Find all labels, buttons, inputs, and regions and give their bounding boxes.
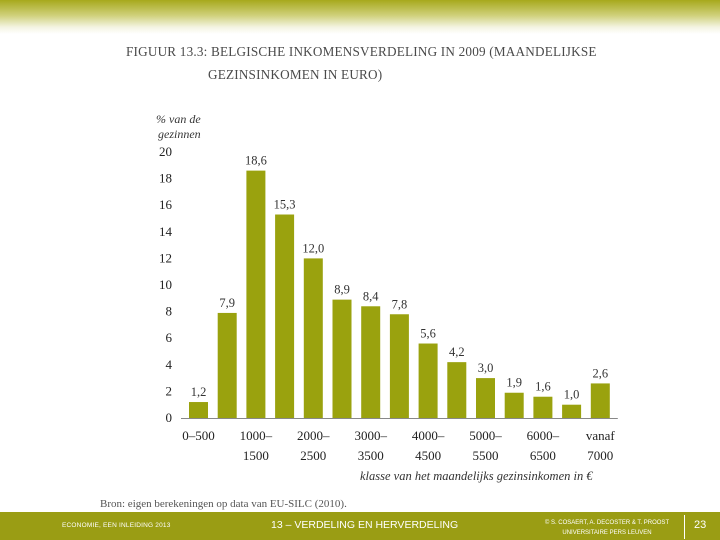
y-tick-label: 0 bbox=[166, 410, 173, 425]
bar bbox=[447, 362, 467, 418]
bar-value-label: 15,3 bbox=[274, 198, 296, 212]
y-tick-label: 16 bbox=[159, 197, 173, 212]
x-category-label: 5000– bbox=[469, 428, 502, 443]
figure-title-line1: FIGUUR 13.3: BELGISCHE INKOMENSVERDELING… bbox=[126, 44, 597, 59]
bar bbox=[562, 404, 582, 418]
x-category-label-line2: 5500 bbox=[473, 448, 499, 463]
bar-value-label: 1,2 bbox=[191, 385, 207, 399]
bar bbox=[275, 214, 295, 418]
bar-value-label: 1,6 bbox=[535, 380, 551, 394]
bar-value-label: 8,9 bbox=[334, 283, 350, 297]
bar-value-label: 1,9 bbox=[506, 376, 522, 390]
x-category-label: vanaf bbox=[586, 428, 616, 443]
bar bbox=[361, 306, 381, 418]
bar-value-label: 2,6 bbox=[592, 366, 608, 380]
footer-bar: ECONOMIE, EEN INLEIDING 2013 13 – VERDEL… bbox=[0, 512, 720, 540]
bar-value-label: 7,9 bbox=[219, 296, 235, 310]
footer-copyright: © S. COSAERT, A. DECOSTER & T. PROOST UN… bbox=[537, 518, 677, 538]
y-axis-label-line1: % van de bbox=[156, 112, 201, 126]
figure-title: FIGUUR 13.3: BELGISCHE INKOMENSVERDELING… bbox=[126, 40, 666, 86]
x-category-label: 4000– bbox=[412, 428, 445, 443]
y-tick-label: 18 bbox=[159, 171, 172, 186]
bar-value-label: 18,6 bbox=[245, 154, 267, 168]
y-tick-label: 20 bbox=[159, 144, 172, 159]
bar bbox=[246, 170, 266, 418]
x-category-label: 2000– bbox=[297, 428, 330, 443]
footer-chapter-title: 13 – VERDELING EN HERVERDELING bbox=[271, 519, 459, 531]
figure-title-line2: GEZINSINKOMEN IN EURO) bbox=[208, 67, 383, 82]
y-tick-label: 12 bbox=[159, 250, 172, 265]
footer-divider bbox=[684, 515, 685, 539]
bar-value-label: 8,4 bbox=[363, 289, 379, 303]
bar bbox=[418, 343, 438, 418]
x-category-label-line2: 6500 bbox=[530, 448, 556, 463]
x-category-label: 6000– bbox=[527, 428, 560, 443]
y-tick-label: 2 bbox=[166, 383, 173, 398]
x-category-label-line2: 4500 bbox=[415, 448, 441, 463]
bar bbox=[389, 314, 409, 418]
x-category-label: 1000– bbox=[240, 428, 273, 443]
y-tick-label: 4 bbox=[166, 357, 173, 372]
x-axis-label: klasse van het maandelijks gezinsinkomen… bbox=[360, 469, 593, 483]
bar bbox=[332, 299, 352, 418]
bar-value-label: 1,0 bbox=[564, 388, 580, 402]
x-category-label-line2: 1500 bbox=[243, 448, 269, 463]
bar-value-label: 7,8 bbox=[392, 297, 408, 311]
y-tick-label: 10 bbox=[159, 277, 172, 292]
bar bbox=[303, 258, 323, 418]
y-tick-label: 8 bbox=[166, 304, 173, 319]
bar bbox=[476, 378, 495, 418]
source-note: Bron: eigen berekeningen op data van EU-… bbox=[100, 498, 347, 510]
page-number: 23 bbox=[694, 519, 707, 531]
x-category-label-line2: 2500 bbox=[300, 448, 326, 463]
income-distribution-chart: % van de gezinnen 0 2 4 6 8 10 12 14 16 18 20 1,2 7… bbox=[156, 112, 618, 483]
x-category-label-line2: 3500 bbox=[358, 448, 384, 463]
bar-value-label: 12,0 bbox=[302, 241, 324, 255]
bar bbox=[189, 402, 208, 418]
footer-authors: © S. COSAERT, A. DECOSTER & T. PROOST bbox=[544, 520, 670, 526]
bar bbox=[533, 396, 553, 418]
y-tick-label: 14 bbox=[159, 224, 173, 239]
y-tick-label: 6 bbox=[166, 330, 173, 345]
top-decor-band bbox=[0, 0, 720, 34]
x-category-label-line2: 7000 bbox=[587, 448, 613, 463]
bar bbox=[590, 383, 610, 418]
bar-value-label: 3,0 bbox=[478, 361, 494, 375]
bar bbox=[217, 312, 237, 418]
x-category-label: 3000– bbox=[354, 428, 387, 443]
bar bbox=[504, 392, 524, 418]
bar-value-label: 4,2 bbox=[449, 345, 465, 359]
x-category-label: 0–500 bbox=[182, 428, 215, 443]
y-axis-label-line2: gezinnen bbox=[158, 127, 201, 141]
footer-publisher: UNIVERSITAIRE PERS LEUVEN bbox=[562, 530, 652, 536]
bar-value-label: 5,6 bbox=[420, 327, 436, 341]
footer-course-title: ECONOMIE, EEN INLEIDING 2013 bbox=[62, 522, 171, 529]
